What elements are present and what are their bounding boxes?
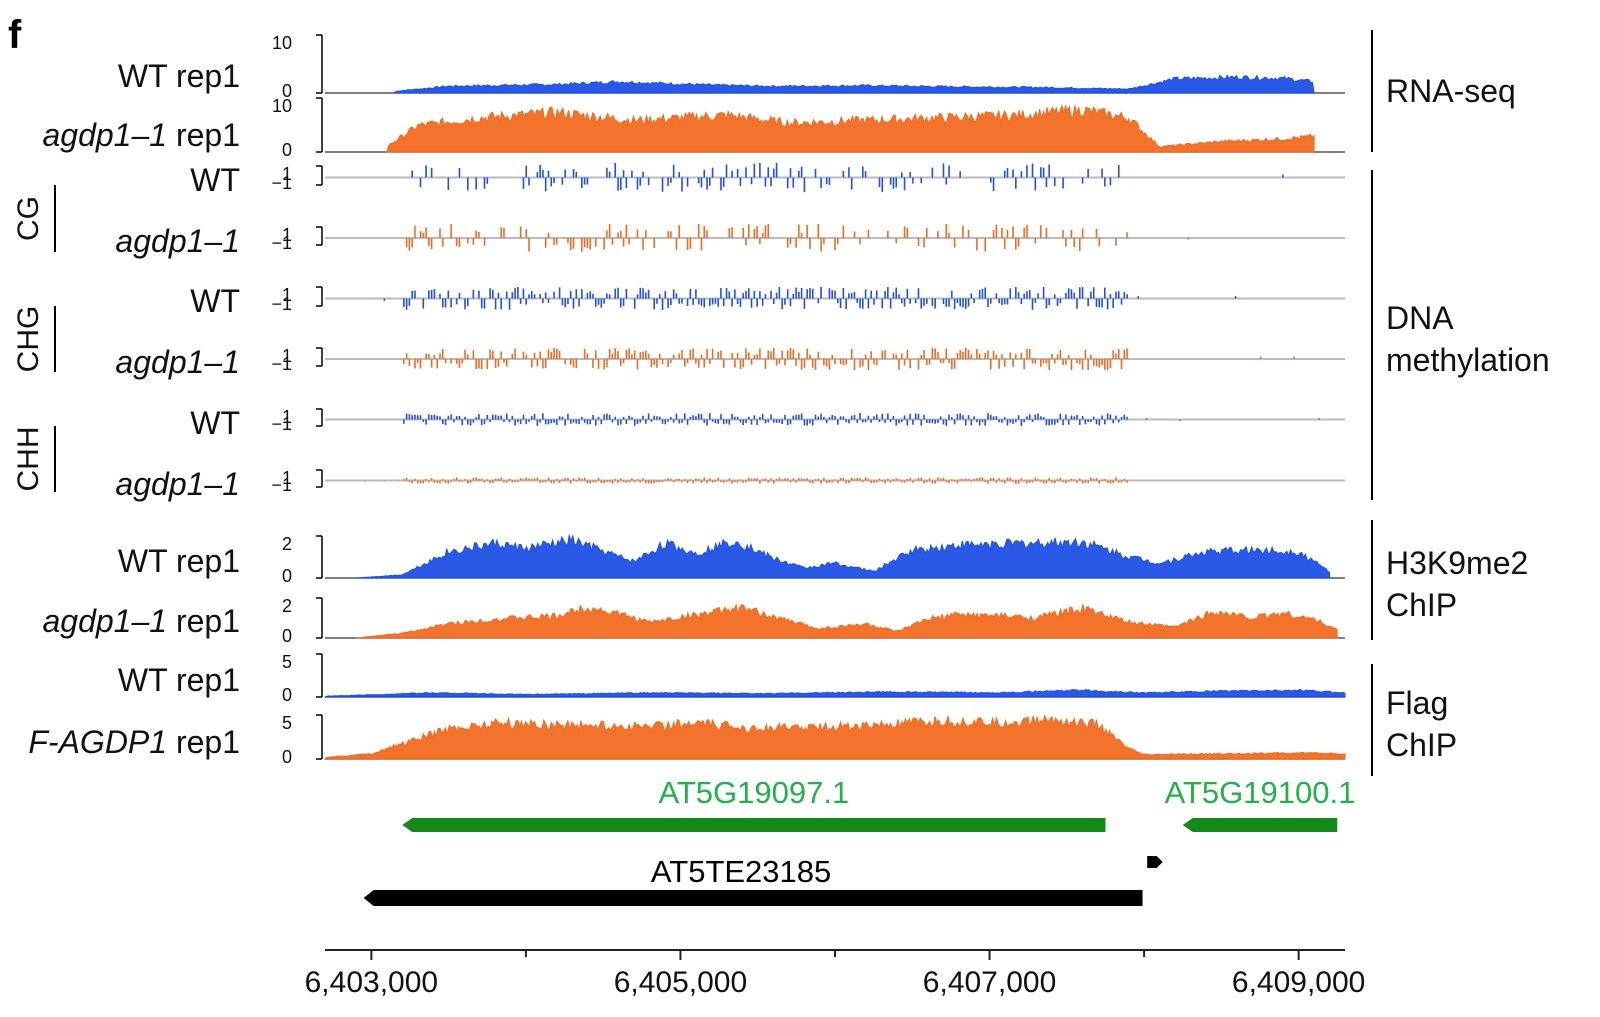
signal-area (324, 688, 1346, 698)
track-5: 1−1 (271, 346, 1345, 374)
track-label: WT (190, 162, 240, 198)
track-scale-max: 1 (282, 285, 292, 305)
group-label: DNA (1386, 300, 1454, 336)
track-scale-max: 5 (282, 652, 292, 672)
track-label-text: WT (190, 405, 240, 441)
track-label-text: WT rep1 (118, 662, 240, 698)
signal-area (386, 104, 1315, 153)
track-label: WT (190, 405, 240, 441)
track-label-italic: agdp1–1 (42, 603, 167, 639)
te-feature (1147, 856, 1163, 868)
track-label: WT rep1 (118, 662, 240, 698)
track-scale-min: −1 (271, 414, 292, 434)
track-7: 1−1 (271, 468, 1345, 495)
track-label: agdp1–1 (115, 223, 240, 259)
te-feature-label: AT5TE23185 (651, 854, 831, 889)
x-axis-tick-label: 6,403,000 (305, 966, 438, 999)
track-scale-min: 0 (282, 626, 292, 646)
track-scale-min: −1 (271, 173, 292, 193)
context-label-cg: CG (12, 196, 45, 241)
track-label: agdp1–1 (115, 466, 240, 502)
track-label-text: WT rep1 (118, 543, 240, 579)
gene-feature (1182, 818, 1338, 832)
track-label-italic: agdp1–1 (42, 117, 167, 153)
gene-feature-label: AT5G19100.1 (1165, 775, 1356, 810)
track-label-text: WT rep1 (118, 58, 240, 94)
track-6: 1−1 (271, 407, 1345, 434)
panel-label: f (8, 13, 22, 57)
track-label-italic: agdp1–1 (115, 344, 240, 380)
group-label: Flag (1386, 685, 1448, 721)
track-4: 1−1 (271, 285, 1345, 314)
track-scale-min: −1 (271, 294, 292, 314)
track-scale-max: 2 (282, 596, 292, 616)
context-label-chg: CHG (12, 306, 45, 373)
track-2: 1−1 (271, 162, 1345, 193)
track-label: agdp1–1 rep1 (42, 117, 240, 153)
te-feature (363, 890, 1143, 906)
track-scale-max: 1 (282, 468, 292, 488)
track-10: 50 (282, 652, 1346, 705)
track-scale-max: 5 (282, 713, 292, 733)
group-label-line2: methylation (1386, 342, 1550, 378)
group-label-line2: ChIP (1386, 587, 1457, 623)
x-axis-tick-label: 6,409,000 (1232, 966, 1365, 999)
group-label: H3K9me2 (1386, 545, 1528, 581)
track-label: agdp1–1 (115, 344, 240, 380)
track-8: 20 (282, 533, 1345, 586)
signal-area (393, 74, 1315, 94)
track-3: 1−1 (271, 223, 1345, 253)
track-label: WT rep1 (118, 58, 240, 94)
context-label-chh: CHH (12, 427, 45, 492)
track-label-italic: agdp1–1 (115, 223, 240, 259)
track-labels: WT rep1 agdp1–1 rep1 WT agdp1–1 WT agdp1–1 WT a… (12, 58, 240, 760)
gene-feature-label: AT5G19097.1 (658, 775, 849, 810)
track-scale-min: −1 (271, 354, 292, 374)
track-scale-max: 1 (282, 225, 292, 245)
genomic-coordinate-axis: 6,403,000 6,405,000 6,407,000 6,409,000 (305, 949, 1365, 999)
signal-area (355, 603, 1338, 639)
track-scale-max: 10 (272, 33, 292, 53)
track-scale-min: 0 (282, 566, 292, 586)
track-label-text: rep1 (167, 117, 240, 153)
signal-area (323, 714, 1346, 760)
track-11: 50 (282, 713, 1346, 767)
track-label-text: WT (190, 283, 240, 319)
track-scale-max: 10 (272, 96, 292, 116)
track-label-text: rep1 (167, 603, 240, 639)
track-label: agdp1–1 rep1 (42, 603, 240, 639)
group-labels: RNA-seq DNA methylation H3K9me2 ChIP Flag ChIP (1371, 30, 1550, 776)
track-1: 10 0 (272, 96, 1345, 160)
track-scale-min: 0 (282, 140, 292, 160)
group-label: RNA-seq (1386, 73, 1516, 109)
track-label-text: WT (190, 162, 240, 198)
track-scale-min: 0 (282, 685, 292, 705)
track-scale-min: −1 (271, 233, 292, 253)
track-scale-min: 0 (282, 81, 292, 101)
track-scale-max: 1 (282, 346, 292, 366)
track-scale-max: 2 (282, 534, 292, 554)
track-scale-max: 1 (282, 164, 292, 184)
gene-feature (402, 818, 1106, 832)
group-label-line2: ChIP (1386, 727, 1457, 763)
track-scale-max: 1 (282, 407, 292, 427)
track-0: 10 0 (272, 33, 1345, 101)
track-scale-min: 0 (282, 747, 292, 767)
track-label: F-AGDP1 rep1 (28, 724, 240, 760)
x-axis-tick-label: 6,405,000 (614, 966, 747, 999)
track-label-italic: agdp1–1 (115, 466, 240, 502)
signal-area (355, 533, 1330, 579)
gene-annotation-track: AT5G19097.1 AT5G19100.1 AT5TE23185 (363, 775, 1356, 906)
track-label-italic: F-AGDP1 (28, 724, 167, 760)
track-label-text: rep1 (167, 724, 240, 760)
track-9: 20 (282, 596, 1345, 646)
track-scale-min: −1 (271, 475, 292, 495)
x-axis-tick-label: 6,407,000 (923, 966, 1056, 999)
track-label: WT (190, 283, 240, 319)
track-label: WT rep1 (118, 543, 240, 579)
